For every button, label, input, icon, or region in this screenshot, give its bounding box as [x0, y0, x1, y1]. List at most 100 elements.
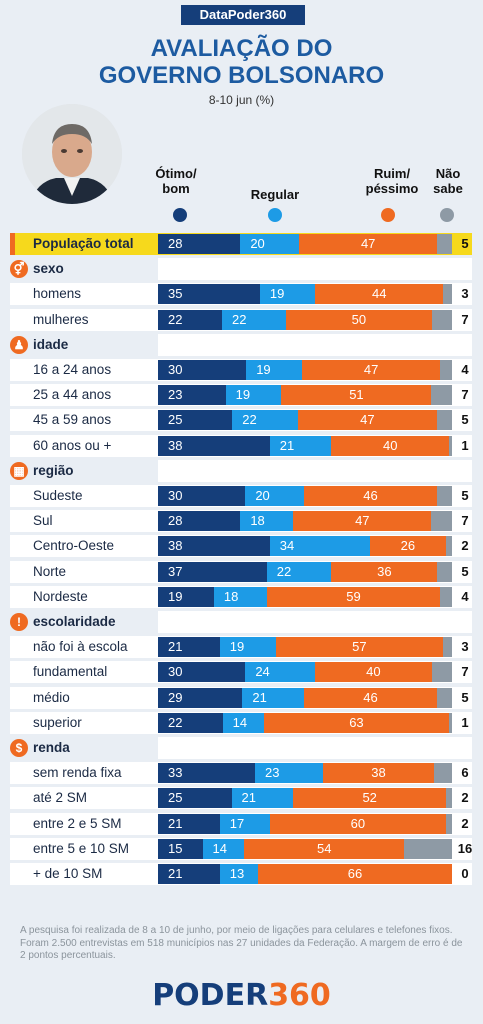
bar-segment-nao-sabe	[446, 536, 452, 557]
person-icon: ♟	[10, 335, 28, 354]
bar-segment-ruim-pessimo: 40	[315, 662, 432, 683]
nao-sabe-value: 1	[461, 437, 469, 453]
legend-dot-ruim-pessimo	[381, 208, 395, 222]
bar-segment-ruim-pessimo: 40	[331, 435, 450, 456]
bar-segment-ruim-pessimo: 52	[293, 788, 447, 809]
category-row-bar-area	[158, 258, 472, 281]
bar-segment-nao-sabe	[431, 309, 452, 330]
bar-segment-regular: 13	[219, 864, 258, 884]
bar-segment-otimo-bom: 28	[158, 511, 241, 532]
category-label: renda	[33, 740, 70, 755]
bar-segment-otimo-bom: 35	[158, 284, 260, 305]
bar-segment-ruim-pessimo: 47	[293, 511, 432, 532]
category-row-bar-area	[158, 611, 472, 633]
bar-segment-nao-sabe	[440, 586, 452, 607]
logo-part-2: 360	[268, 978, 331, 1013]
legend-nao-sabe: Não sabe	[433, 166, 463, 196]
bar-segment-nao-sabe	[446, 813, 452, 834]
legend-regular: Regular	[250, 187, 300, 202]
nao-sabe-value: 16	[457, 840, 473, 856]
bar-segment-otimo-bom: 28	[158, 234, 241, 254]
bar-segment-otimo-bom: 33	[158, 763, 256, 784]
row-label: sem renda fixa	[33, 765, 122, 781]
category-label: escolaridade	[33, 614, 116, 629]
nao-sabe-value: 7	[461, 664, 469, 680]
nao-sabe-value: 5	[461, 689, 469, 705]
nao-sabe-value: 7	[461, 387, 469, 403]
bar-segment-nao-sabe	[431, 662, 452, 683]
bar-segment-regular: 20	[240, 234, 300, 254]
bar-segment-otimo-bom: 38	[158, 536, 270, 557]
row-label: entre 5 e 10 SM	[33, 840, 130, 856]
bar-segment-regular: 19	[219, 637, 276, 658]
bar-segment-otimo-bom: 15	[158, 838, 203, 859]
bar-segment-otimo-bom: 23	[158, 385, 226, 406]
bar-segment-nao-sabe	[431, 511, 452, 532]
bar-segment-ruim-pessimo: 26	[369, 536, 447, 557]
nao-sabe-value: 6	[461, 765, 469, 781]
total-row-marker	[10, 233, 15, 255]
row-label: + de 10 SM	[33, 866, 103, 881]
bar-segment-otimo-bom: 30	[158, 662, 246, 683]
bar-segment-ruim-pessimo: 66	[257, 864, 452, 884]
bar-segment-nao-sabe	[434, 763, 452, 784]
row-label: Nordeste	[33, 588, 88, 604]
nao-sabe-value: 0	[461, 866, 469, 881]
bar-segment-ruim-pessimo: 60	[269, 813, 447, 834]
gender-icon: ⚥	[10, 260, 28, 279]
bar-segment-otimo-bom: 22	[158, 309, 223, 330]
category-row-bar-area	[158, 333, 472, 356]
bar-segment-ruim-pessimo: 50	[286, 309, 432, 330]
category-row-bar-area	[158, 459, 472, 482]
bar-segment-ruim-pessimo: 46	[303, 687, 438, 708]
dollar-icon: $	[10, 739, 28, 757]
nao-sabe-value: 3	[461, 639, 469, 655]
category-label: idade	[33, 336, 69, 352]
bar-segment-regular: 17	[219, 813, 270, 834]
bar-segment-otimo-bom: 25	[158, 788, 232, 809]
bar-segment-ruim-pessimo: 57	[275, 637, 444, 658]
bar-segment-ruim-pessimo: 38	[322, 763, 435, 784]
bar-segment-nao-sabe	[431, 385, 452, 406]
nao-sabe-value: 4	[461, 362, 469, 377]
footnote: A pesquisa foi realizada de 8 a 10 de ju…	[20, 925, 463, 961]
bar-segment-regular: 21	[242, 687, 304, 708]
bar-segment-regular: 22	[222, 309, 287, 330]
legend-ruim-pessimo: Ruim/ péssimo	[365, 166, 419, 196]
bar-segment-otimo-bom: 21	[158, 813, 220, 834]
exclamation-icon: !	[10, 613, 28, 631]
nao-sabe-value: 2	[461, 815, 469, 831]
row-label: Centro-Oeste	[33, 538, 115, 554]
category-label: região	[33, 462, 74, 478]
row-label: não foi à escola	[33, 639, 128, 655]
nao-sabe-value: 5	[461, 412, 469, 428]
bar-segment-regular: 24	[245, 662, 316, 683]
bar-segment-nao-sabe	[437, 234, 452, 254]
row-label: entre 2 e 5 SM	[33, 815, 122, 831]
bar-segment-ruim-pessimo: 47	[299, 234, 438, 254]
bar-segment-otimo-bom: 38	[158, 435, 270, 456]
bar-segment-nao-sabe	[404, 838, 452, 859]
bar-segment-regular: 22	[266, 561, 332, 582]
poder360-logo: PODER360	[0, 978, 483, 1013]
bar-segment-regular: 14	[222, 712, 264, 733]
bar-segment-ruim-pessimo: 44	[315, 284, 444, 305]
bar-segment-otimo-bom: 30	[158, 486, 246, 506]
bar-segment-nao-sabe	[440, 360, 452, 380]
nao-sabe-value: 5	[461, 563, 469, 579]
row-label: 16 a 24 anos	[33, 362, 112, 377]
bar-segment-regular: 18	[213, 586, 267, 607]
bar-segment-regular: 18	[240, 511, 294, 532]
category-row-bar-area	[158, 737, 472, 759]
bar-segment-otimo-bom: 19	[158, 586, 214, 607]
bar-segment-regular: 19	[225, 385, 282, 406]
bar-segment-ruim-pessimo: 63	[263, 712, 450, 733]
bar-segment-otimo-bom: 29	[158, 687, 243, 708]
row-label: até 2 SM	[33, 790, 88, 806]
nao-sabe-value: 7	[461, 513, 469, 529]
bar-segment-otimo-bom: 37	[158, 561, 267, 582]
bar-segment-otimo-bom: 21	[158, 637, 220, 658]
nao-sabe-value: 1	[461, 714, 469, 730]
logo-part-1: PODER	[152, 978, 269, 1013]
legend-dot-otimo-bom	[173, 208, 187, 222]
